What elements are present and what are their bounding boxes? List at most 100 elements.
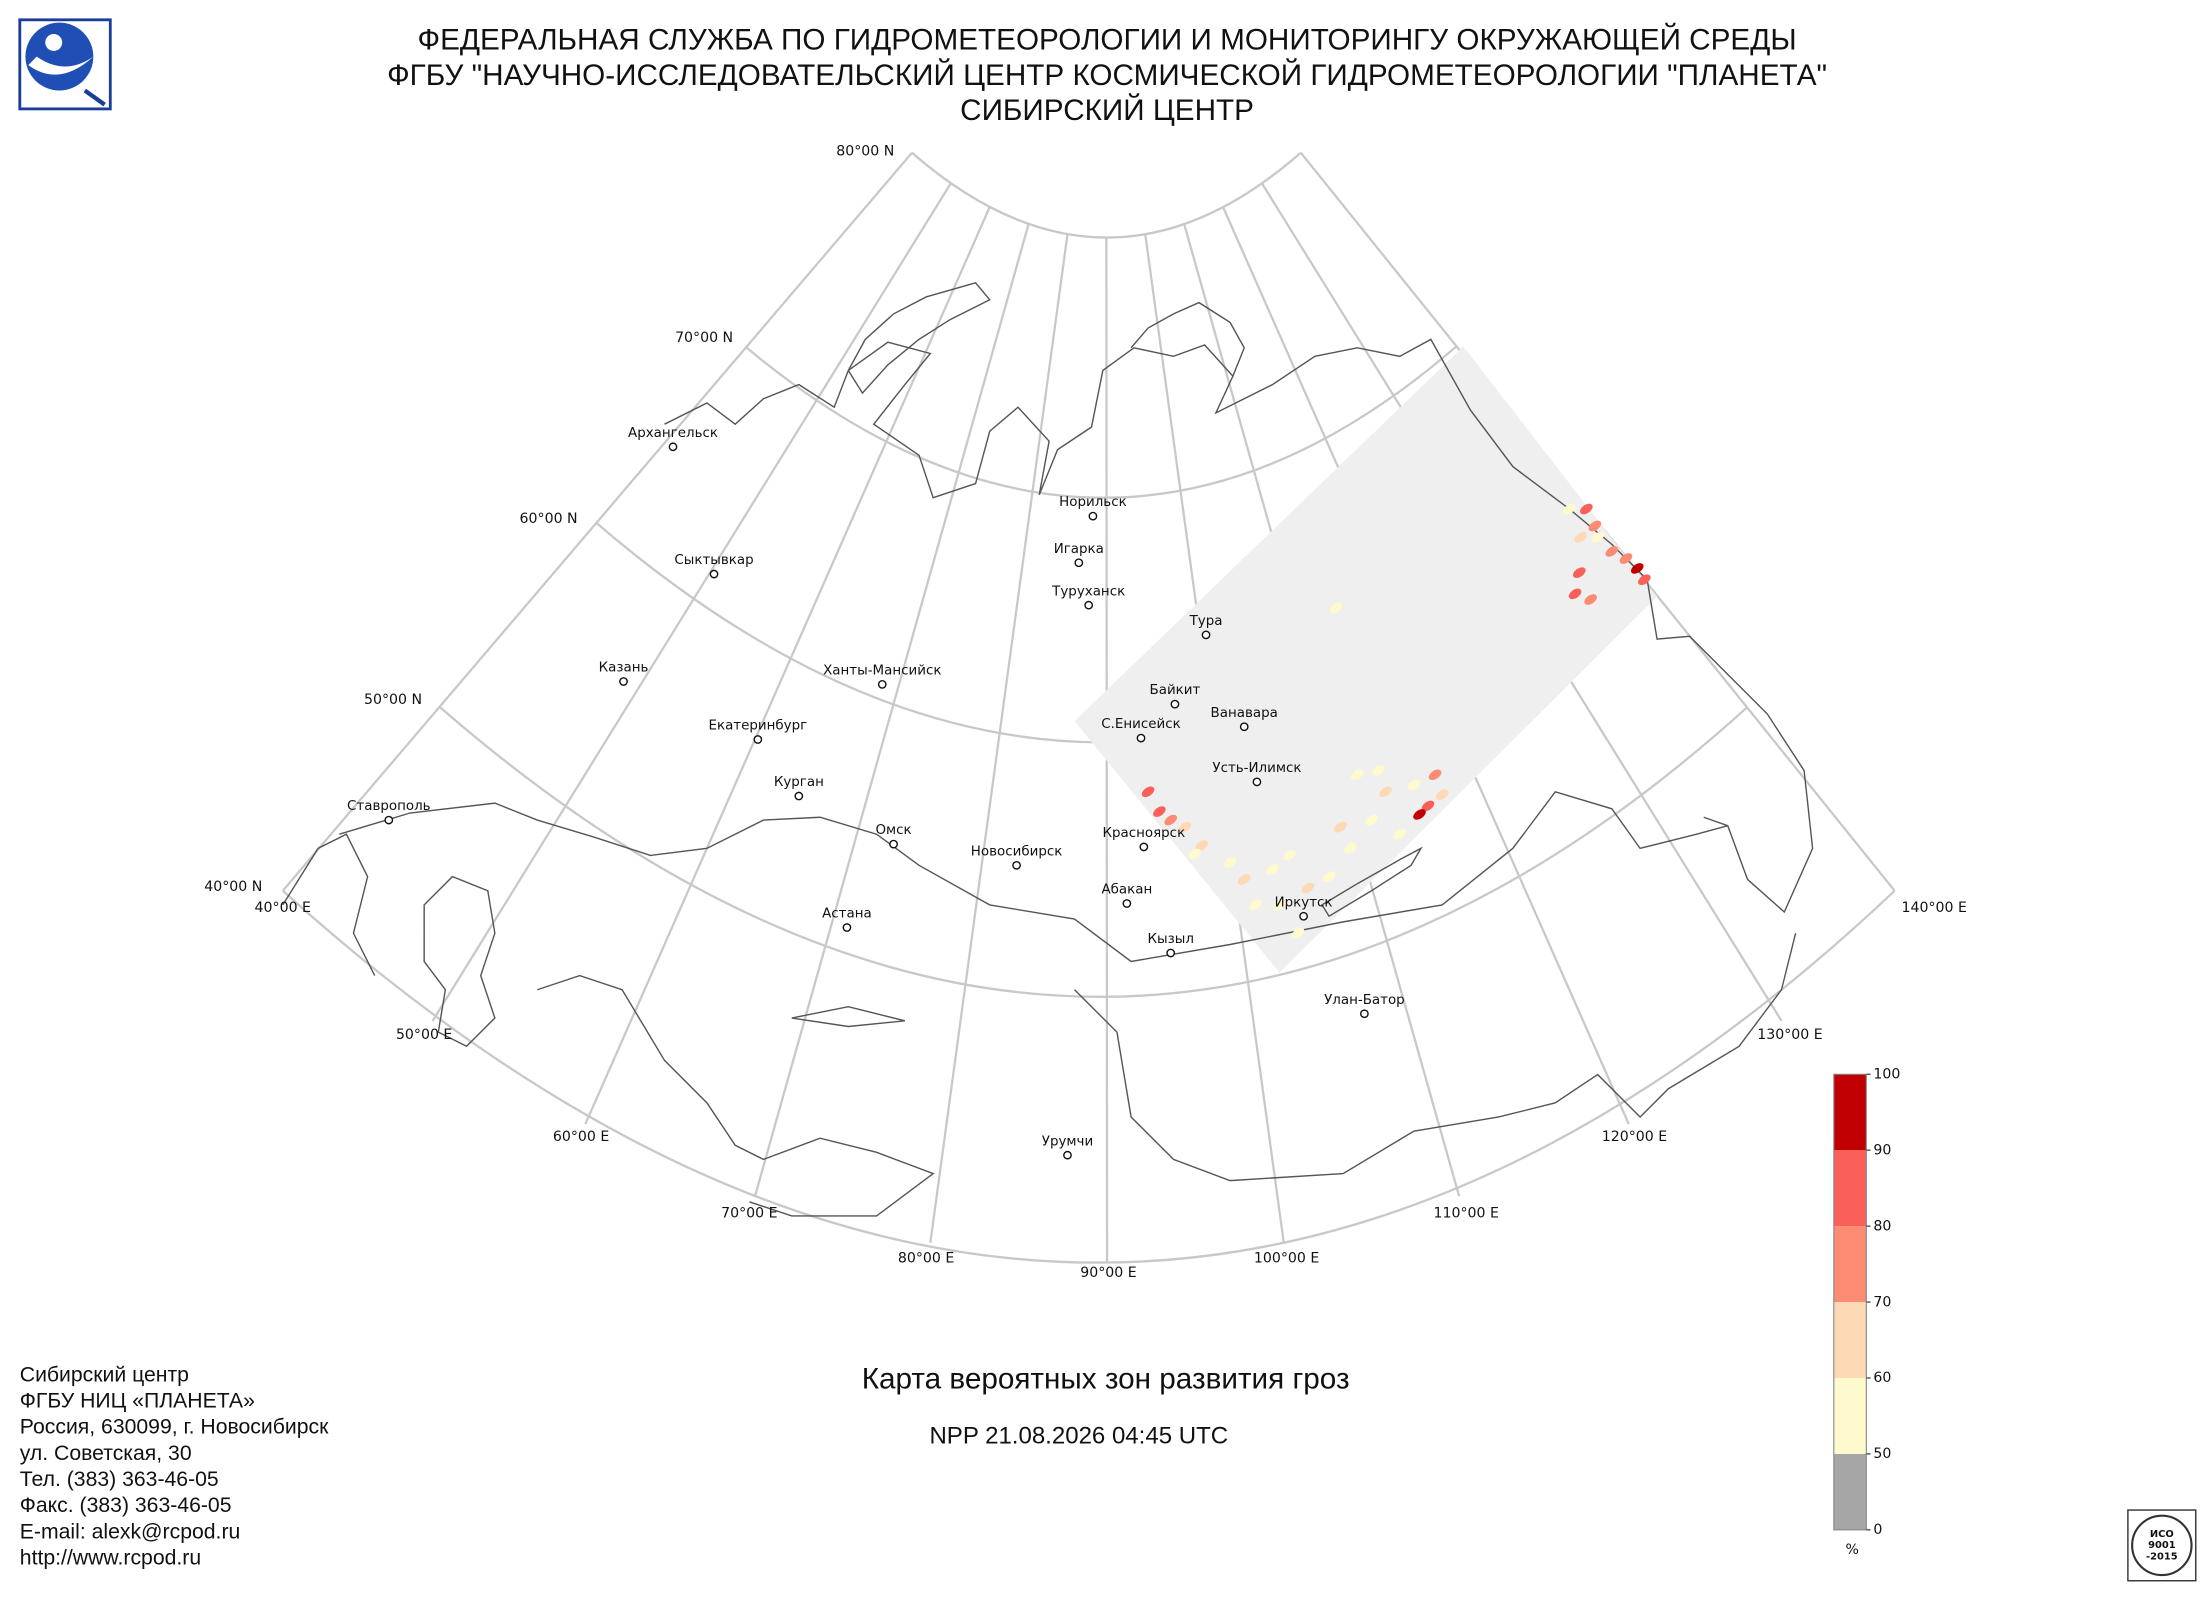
- city-marker: [1012, 860, 1021, 870]
- city-label: Новосибирск: [971, 843, 1063, 859]
- taymyr: [1130, 301, 1245, 377]
- novaya-zemlya: [847, 281, 991, 395]
- city-marker: [1360, 1009, 1369, 1019]
- city-label: Ванавара: [1211, 706, 1278, 721]
- header-line: ФГБУ "НАУЧНО-ИССЛЕДОВАТЕЛЬСКИЙ ЦЕНТР КОС…: [387, 58, 1827, 92]
- city-marker: [1139, 842, 1149, 852]
- storm-cell: [1329, 602, 1343, 614]
- black-sea-coast: [282, 833, 376, 976]
- storm-cell: [1568, 588, 1582, 600]
- storm-cell: [1584, 594, 1597, 605]
- city-marker: [842, 923, 852, 932]
- colorbar-tick-label: 100: [1873, 1067, 1900, 1083]
- storm-cells: [1141, 503, 1651, 939]
- storm-cell: [1619, 553, 1633, 564]
- satellite-swath: [1074, 346, 1658, 973]
- colorbar-tick-label: 80: [1873, 1218, 1891, 1234]
- storm-cell: [1573, 567, 1586, 578]
- storm-cell: [1372, 765, 1385, 776]
- city-label: Туруханск: [1051, 584, 1125, 599]
- storm-cell: [1141, 786, 1155, 798]
- iso-frame: [2127, 1509, 2197, 1582]
- logo-globe: [25, 22, 94, 91]
- colorbar-segment: [1833, 1150, 1867, 1227]
- footer-line: E-mail: alexk@rcpod.ru: [20, 1520, 241, 1543]
- latitude-line: [282, 889, 1896, 1264]
- iso-text: ИСО: [2150, 1529, 2174, 1540]
- city-marker: [1136, 733, 1146, 743]
- storm-cell: [1580, 503, 1593, 515]
- colorbar-segment: [1833, 1453, 1867, 1530]
- longitude-label: 100°00 E: [1254, 1251, 1319, 1267]
- latitude-label: 50°00 N: [364, 692, 422, 708]
- storm-cell: [1195, 840, 1209, 851]
- city-label: Улан-Батор: [1324, 993, 1405, 1008]
- longitude-label: 110°00 E: [1433, 1205, 1498, 1221]
- longitude-label: 60°00 E: [553, 1129, 609, 1145]
- footer-line: Сибирский центр: [20, 1363, 189, 1386]
- storm-cell: [1574, 531, 1588, 543]
- city-label: Омск: [875, 823, 911, 838]
- colorbar-tick-label: 50: [1873, 1446, 1891, 1462]
- latitude-label: 60°00 N: [520, 511, 578, 527]
- city-marker: [1122, 899, 1132, 908]
- meridian-line: [431, 182, 952, 1022]
- iso-text: -2015: [2146, 1552, 2178, 1563]
- storm-cell: [1588, 520, 1602, 532]
- logo: [18, 18, 112, 111]
- storm-cell: [1291, 927, 1305, 939]
- storm-cell: [1164, 814, 1177, 826]
- city-label: Ставрополь: [347, 799, 431, 814]
- logo-swoosh: [28, 56, 94, 75]
- footer-line: Факс. (383) 363-46-05: [20, 1494, 232, 1517]
- storm-cell: [1178, 821, 1192, 833]
- city-marker: [889, 839, 898, 849]
- storm-cell: [1273, 899, 1286, 911]
- footer: Сибирский центр ФГБУ НИЦ «ПЛАНЕТА» Россия,…: [20, 1363, 329, 1569]
- city-marker: [619, 677, 628, 686]
- coastlines: [282, 281, 1814, 1217]
- storm-cell: [1365, 814, 1378, 826]
- map-title: Карта вероятных зон развития гроз: [862, 1362, 1350, 1395]
- city-marker: [1299, 911, 1308, 921]
- colorbar-tick-label: 0: [1873, 1522, 1882, 1538]
- storm-cell: [1591, 531, 1604, 543]
- longitude-label: 70°00 E: [721, 1205, 777, 1221]
- meridian-line: [753, 223, 1030, 1197]
- meridian-line: [929, 234, 1069, 1243]
- city-marker: [794, 791, 804, 801]
- footer-line: ФГБУ НИЦ «ПЛАНЕТА»: [20, 1390, 255, 1413]
- city-label: Ханты-Мансийск: [823, 663, 941, 678]
- storm-cell: [1249, 899, 1262, 911]
- footer-line: ул. Советская, 30: [20, 1442, 192, 1465]
- southern-border: [339, 790, 1728, 963]
- iso-text: 9001: [2148, 1540, 2176, 1551]
- longitude-label: 120°00 E: [1602, 1129, 1667, 1145]
- city-label: Красноярск: [1102, 826, 1185, 841]
- city-marker: [1084, 600, 1094, 610]
- city-label: Норильск: [1059, 495, 1127, 510]
- latitude-label: 70°00 N: [675, 330, 733, 346]
- city-label: Абакан: [1101, 882, 1152, 898]
- colorbar-segment: [1833, 1302, 1867, 1378]
- city-label: Курган: [774, 775, 824, 790]
- storm-cell: [1630, 563, 1644, 574]
- city-label: Усть-Илимск: [1212, 761, 1301, 776]
- colorbar: 0 50 60 70 80 90 100%: [1833, 1067, 1900, 1558]
- logo-dot: [45, 33, 63, 51]
- iso-logo: ИСО 9001 -2015: [2127, 1509, 2197, 1582]
- header-line: ФЕДЕРАЛЬНАЯ СЛУЖБА ПО ГИДРОМЕТЕОРОЛОГИИ …: [418, 23, 1797, 57]
- city-label: Урумчи: [1042, 1134, 1093, 1149]
- storm-cell: [1301, 882, 1315, 894]
- storm-cell: [1153, 806, 1166, 817]
- storm-cell: [1322, 871, 1336, 882]
- longitude-label: 140°00 E: [1901, 900, 1966, 916]
- city-label: С.Енисейск: [1101, 717, 1180, 732]
- city-label: Кызыл: [1147, 932, 1193, 947]
- latitude-label: 80°00 N: [836, 144, 894, 160]
- colorbar-segment: [1833, 1377, 1867, 1454]
- caspian-sea: [423, 875, 496, 1048]
- city-label: Иркутск: [1275, 895, 1333, 910]
- storm-cell: [1421, 800, 1435, 812]
